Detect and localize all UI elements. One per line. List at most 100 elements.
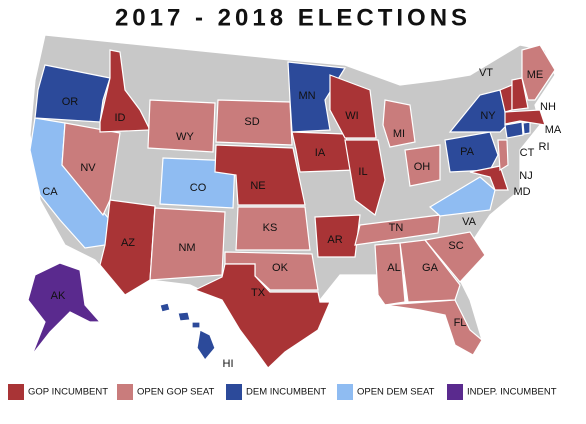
state-label: HI [223,358,234,370]
state-label: NV [80,162,96,174]
state-label: TX [251,287,266,299]
state-shape [215,99,293,146]
legend-label: GOP INCUMBENT [28,387,108,398]
state: GA [399,239,461,303]
state-shape [99,199,156,296]
state: WY [147,99,216,153]
state-shape [177,311,191,322]
state-label: IL [358,166,367,178]
legend-label: OPEN DEM SEAT [357,387,435,398]
state: OH [404,144,441,187]
state: OK [224,251,319,291]
state-label: GA [422,262,439,274]
state-label: SD [244,116,259,128]
state-label: RI [539,141,550,153]
state-shape [196,329,216,362]
map-title: 2017 - 2018 ELECTIONS [115,4,471,31]
state-label: MI [393,128,405,140]
state: SC [423,231,486,283]
state: WI [329,74,377,139]
state-label: TN [389,222,404,234]
state-shape [374,242,406,306]
state: VT [479,67,513,113]
state-label: VA [462,216,477,228]
state-label: MN [298,90,315,102]
legend: GOP INCUMBENT OPEN GOP SEAT DEM INCUMBENT O… [8,384,557,400]
state: NE [214,144,306,206]
state-shape [504,109,546,126]
state-label: NY [480,110,496,122]
state-label: MD [513,186,530,198]
state-label: ID [115,112,126,124]
state-shape [522,121,531,135]
legend-label: DEM INCUMBENT [246,387,326,398]
state-shape [314,214,361,258]
state: CT [504,121,535,159]
state-label: SC [448,240,463,252]
state: IA [291,131,356,173]
state-shape [235,206,311,251]
state: MD [469,165,531,198]
state: CA [29,117,111,249]
state: AZ [99,199,156,296]
state-shape [497,139,509,172]
state-shape [382,99,416,148]
state-label: WY [176,131,194,143]
state: NM [149,207,226,281]
state: IL [344,139,386,217]
state-shape [147,99,216,153]
state: AR [314,214,361,258]
state-label: AK [51,290,66,302]
state: AL [374,242,406,306]
state-label: AZ [121,237,135,249]
state: OR [34,64,111,123]
state-shape [444,131,499,173]
state-label: PA [460,146,475,158]
state-shape [291,131,356,173]
state-label: CA [42,186,58,198]
state-label: FL [454,317,467,329]
state-label: CT [520,147,535,159]
state: ME [521,44,556,101]
state-shape [469,165,509,191]
state-label: AL [387,262,400,274]
state-label: ME [527,69,544,81]
state: KS [235,206,311,251]
state-label: WI [345,110,358,122]
state-label: AR [327,234,342,246]
state-shape [159,302,171,313]
state-label: NH [540,101,556,113]
state-shape [428,176,496,217]
state-label: CO [190,182,207,194]
state-shape [344,139,386,217]
state: PA [444,131,499,173]
state: TN [354,214,441,246]
legend-swatch [117,384,133,400]
state-label: OK [272,262,289,274]
state: NV [61,122,121,217]
state-label: OR [62,96,79,108]
state-label: NJ [519,170,532,182]
state-label: IA [315,147,326,159]
state-label: MA [545,124,562,136]
legend-swatch [226,384,242,400]
legend-swatch [337,384,353,400]
state-shape [193,263,331,369]
state: MA [504,109,562,136]
state: NH [511,77,556,113]
state-shape [399,239,461,303]
state-shape [329,74,377,139]
legend-label: INDEP. INCUMBENT [467,387,557,398]
state: AK [27,262,102,356]
state-shape [384,299,483,356]
state-label: KS [263,222,278,234]
state-shape [521,44,556,101]
state-label: NE [250,180,265,192]
legend-swatch [8,384,24,400]
state: FL [384,299,483,356]
state-shape [191,321,201,329]
state-shape [27,262,102,356]
state-shape [423,231,486,283]
state-label: OH [414,161,431,173]
